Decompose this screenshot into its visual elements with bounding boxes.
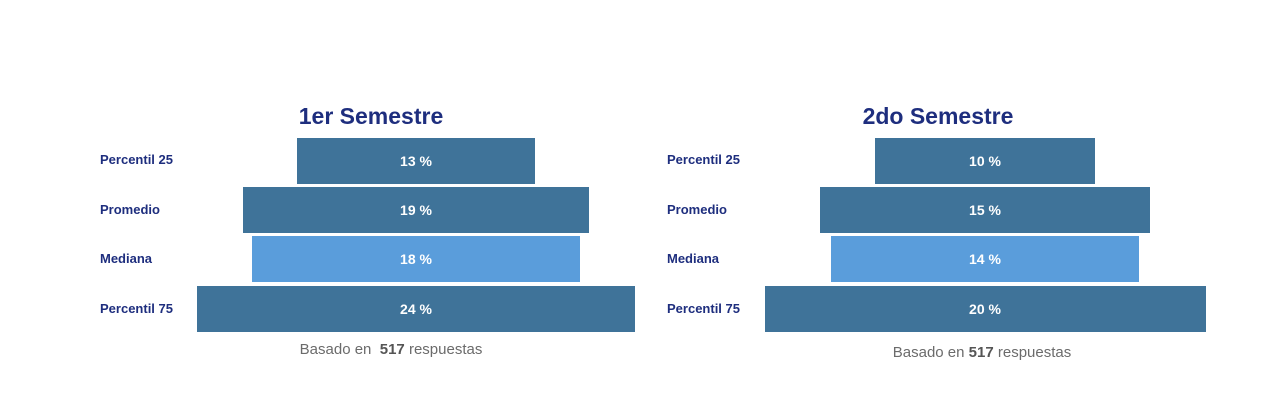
row-label-promedio: Promedio <box>100 202 160 217</box>
bar-value-label: 18 % <box>400 251 432 267</box>
chart-title: 1er Semestre <box>298 103 444 129</box>
footnote-count: 517 <box>968 344 994 361</box>
bar-percentil-25: 13 % <box>297 138 535 184</box>
footnote-count: 517 <box>379 341 405 358</box>
bar-value-label: 24 % <box>400 301 432 317</box>
footnote-suffix: respuestas <box>408 341 483 358</box>
footnote-prefix: Basado en <box>892 344 965 361</box>
bar-promedio: 15 % <box>819 187 1151 233</box>
row-label-percentil-75: Percentil 75 <box>100 301 173 316</box>
footnote-suffix: respuestas <box>997 344 1072 361</box>
bar-mediana: 18 % <box>251 236 581 282</box>
row-label-percentil-25: Percentil 25 <box>100 152 173 167</box>
bar-value-label: 20 % <box>969 301 1001 317</box>
footnote: Basado en 517 respuestas <box>857 342 1107 364</box>
row-label-mediana: Mediana <box>667 251 720 266</box>
row-label-mediana: Mediana <box>100 251 153 266</box>
bar-percentil-75: 24 % <box>197 286 635 332</box>
footnote-prefix: Basado en <box>299 341 372 358</box>
row-label-percentil-25: Percentil 25 <box>667 152 740 167</box>
row-label-promedio: Promedio <box>667 202 727 217</box>
chart-title: 2do Semestre <box>862 103 1014 129</box>
bar-percentil-25: 10 % <box>874 138 1096 184</box>
chart-1er-semestre: 1er Semestre Percentil 25 Promedio Media… <box>100 103 635 361</box>
bar-percentil-75: 20 % <box>764 286 1206 332</box>
row-label-percentil-75: Percentil 75 <box>667 301 740 316</box>
bar-value-label: 14 % <box>969 251 1001 267</box>
bar-value-label: 15 % <box>969 202 1001 218</box>
bar-mediana: 14 % <box>830 236 1140 282</box>
bar-value-label: 19 % <box>400 202 432 218</box>
bar-value-label: 10 % <box>969 153 1001 169</box>
bar-promedio: 19 % <box>242 187 590 233</box>
bar-value-label: 13 % <box>400 153 432 169</box>
footnote: Basado en 517 respuestas <box>266 339 516 361</box>
